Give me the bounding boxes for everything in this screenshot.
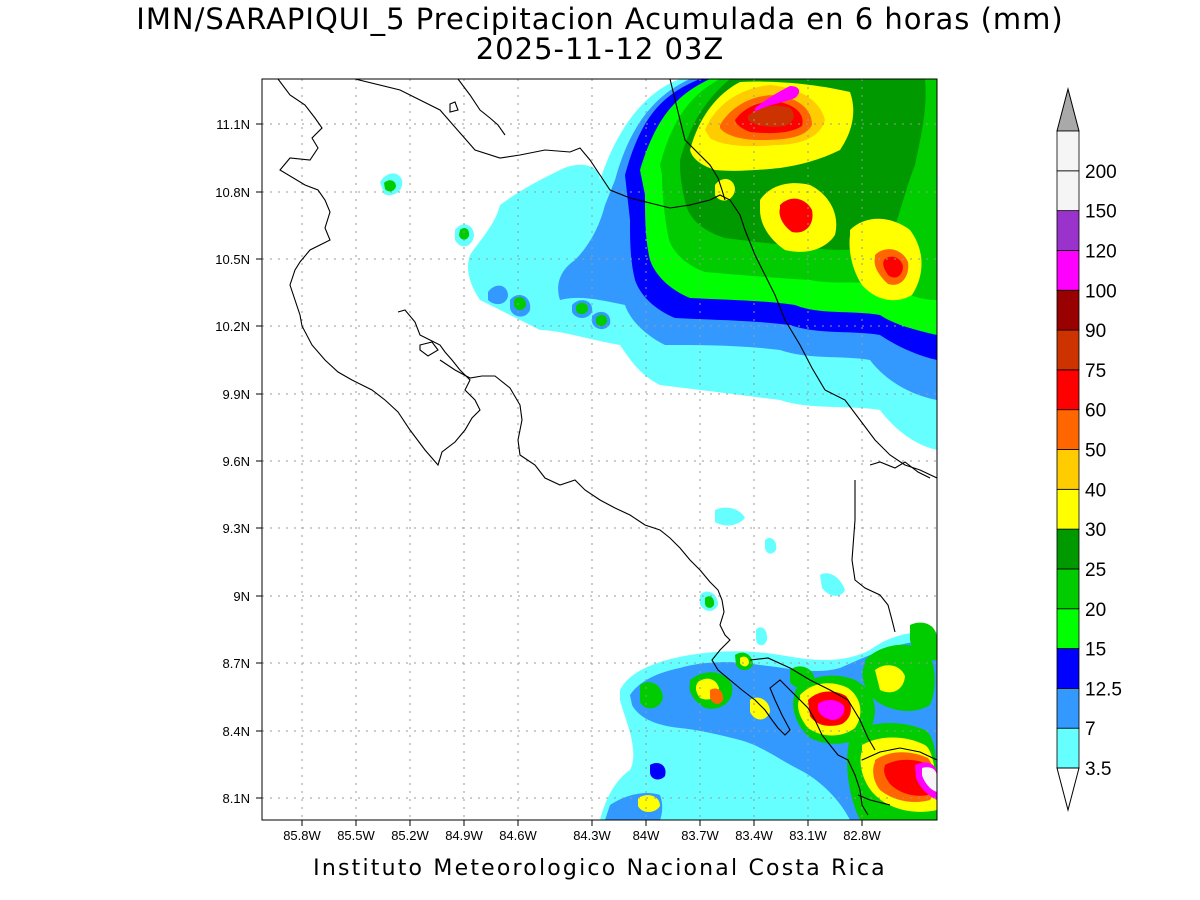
credit-footer: Instituto Meteorologico Nacional Costa R… xyxy=(313,856,887,881)
y-tick-label: 11.1N xyxy=(216,117,250,132)
y-tick-label: 10.5N xyxy=(215,252,250,267)
colorbar-level-label: 120 xyxy=(1085,241,1117,262)
map-frame xyxy=(261,78,938,821)
graticule xyxy=(262,79,937,820)
y-tick-label: 9.9N xyxy=(223,387,250,402)
y-tick-label: 9N xyxy=(233,589,250,604)
colorbar-level-label: 3.5 xyxy=(1085,759,1111,780)
tick-marks xyxy=(256,123,863,826)
colorbar-legend: 3.5 7 12.5 15 20 25 30 40 50 60 75 90 100 120 150 200 xyxy=(1056,87,1122,812)
x-tick-label: 83.4W xyxy=(735,828,773,843)
colorbar-swatch xyxy=(1056,727,1080,769)
colorbar-swatch xyxy=(1056,608,1080,649)
colorbar-level-label: 12.5 xyxy=(1085,679,1122,700)
colorbar-swatch xyxy=(1056,210,1080,251)
colorbar-swatch xyxy=(1056,289,1080,331)
x-tick-label: 85.8W xyxy=(283,828,321,843)
y-tick-label: 8.1N xyxy=(223,791,250,806)
colorbar-level-label: 30 xyxy=(1085,520,1106,541)
x-tick-label: 83.7W xyxy=(681,828,719,843)
coastlines-borders xyxy=(277,79,937,816)
colorbar-level-label: 60 xyxy=(1085,401,1106,422)
colorbar-level-label: 200 xyxy=(1085,162,1117,183)
colorbar-level-label: 150 xyxy=(1085,202,1117,223)
map-subtitle-datetime: 2025-11-12 03Z xyxy=(475,32,725,66)
y-tick-label: 8.4N xyxy=(223,724,250,739)
colorbar-bottom-arrow xyxy=(1056,767,1080,812)
colorbar-top-arrow xyxy=(1056,87,1080,132)
x-tick-label: 84W xyxy=(633,828,660,843)
colorbar-swatch xyxy=(1056,170,1080,212)
colorbar-swatch xyxy=(1056,687,1080,729)
colorbar-swatch xyxy=(1056,528,1080,570)
colorbar-level-label: 20 xyxy=(1085,600,1106,621)
precipitation-field xyxy=(380,79,937,820)
colorbar-level-label: 25 xyxy=(1085,560,1106,581)
colorbar-level-label: 75 xyxy=(1085,361,1106,382)
map-title: IMN/SARAPIQUI_5 Precipitacion Acumulada … xyxy=(136,2,1064,36)
x-tick-label: 82.8W xyxy=(843,828,881,843)
colorbar-level-label: 7 xyxy=(1085,719,1096,740)
colorbar-swatch xyxy=(1056,449,1080,490)
colorbar-level-label: 40 xyxy=(1085,480,1106,501)
y-tick-label: 8.7N xyxy=(223,656,250,671)
x-tick-label: 83.1W xyxy=(789,828,827,843)
colorbar-level-label: 90 xyxy=(1085,321,1106,342)
colorbar-swatch xyxy=(1056,369,1080,411)
x-axis-labels: 85.8W 85.5W 85.2W 84.9W 84.6W 84.3W 84W … xyxy=(283,828,881,843)
y-tick-label: 9.3N xyxy=(223,521,250,536)
x-tick-label: 84.3W xyxy=(573,828,611,843)
colorbar-swatch xyxy=(1056,488,1080,530)
x-tick-label: 85.2W xyxy=(391,828,429,843)
y-axis-labels: 11.1N 10.8N 10.5N 10.2N 9.9N 9.6N 9.3N 9… xyxy=(215,117,250,806)
colorbar-swatch xyxy=(1056,250,1080,291)
colorbar-level-label: 100 xyxy=(1085,281,1117,302)
colorbar-swatch xyxy=(1056,648,1080,689)
colorbar-swatch xyxy=(1056,329,1080,371)
colorbar-swatch xyxy=(1056,130,1080,172)
x-tick-label: 84.6W xyxy=(499,828,537,843)
y-tick-label: 10.8N xyxy=(215,185,250,200)
colorbar-level-label: 15 xyxy=(1085,640,1106,661)
colorbar-swatch xyxy=(1056,409,1080,450)
y-tick-label: 9.6N xyxy=(223,454,250,469)
y-tick-label: 10.2N xyxy=(215,319,250,334)
x-tick-label: 85.5W xyxy=(337,828,375,843)
colorbar-level-label: 50 xyxy=(1085,441,1106,462)
x-tick-label: 84.9W xyxy=(445,828,483,843)
colorbar-swatch xyxy=(1056,568,1080,610)
